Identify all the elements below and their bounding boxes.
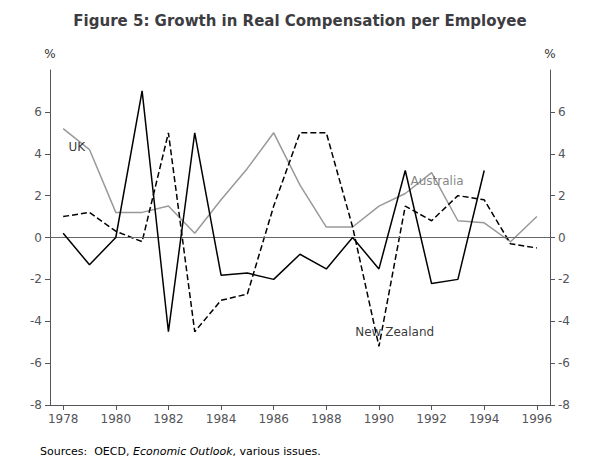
svg-text:-6: -6: [558, 356, 570, 370]
svg-text:1978: 1978: [48, 412, 79, 426]
svg-text:-2: -2: [558, 272, 570, 286]
svg-text:1992: 1992: [416, 412, 447, 426]
svg-text:1982: 1982: [153, 412, 184, 426]
svg-text:New Zealand: New Zealand: [355, 325, 434, 339]
svg-text:1980: 1980: [101, 412, 132, 426]
svg-text:1984: 1984: [206, 412, 237, 426]
svg-text:2: 2: [34, 189, 42, 203]
svg-text:0: 0: [34, 231, 42, 245]
svg-text:1994: 1994: [469, 412, 500, 426]
svg-text:, various issues.: , various issues.: [233, 445, 321, 458]
svg-text:1986: 1986: [258, 412, 289, 426]
svg-text:-4: -4: [30, 314, 42, 328]
svg-text:-4: -4: [558, 314, 570, 328]
svg-text:1990: 1990: [364, 412, 395, 426]
svg-text:-8: -8: [558, 398, 570, 412]
svg-text:4: 4: [34, 147, 42, 161]
svg-text:-2: -2: [30, 272, 42, 286]
svg-text:1988: 1988: [311, 412, 342, 426]
svg-text:Figure 5: Growth in Real Compe: Figure 5: Growth in Real Compensation pe…: [73, 12, 526, 30]
svg-text:Economic Outlook: Economic Outlook: [133, 445, 233, 458]
svg-text:-6: -6: [30, 356, 42, 370]
svg-text:UK: UK: [68, 140, 86, 154]
svg-text:-8: -8: [30, 398, 42, 412]
svg-text:6: 6: [558, 105, 566, 119]
svg-text:%: %: [544, 47, 555, 61]
svg-text:0: 0: [558, 231, 566, 245]
svg-text:6: 6: [34, 105, 42, 119]
svg-text:2: 2: [558, 189, 566, 203]
svg-text:1996: 1996: [522, 412, 553, 426]
svg-text:Australia: Australia: [411, 174, 464, 188]
svg-text:4: 4: [558, 147, 566, 161]
svg-text:%: %: [44, 47, 55, 61]
svg-text:Sources: OECD,: Sources: OECD,: [40, 445, 133, 458]
